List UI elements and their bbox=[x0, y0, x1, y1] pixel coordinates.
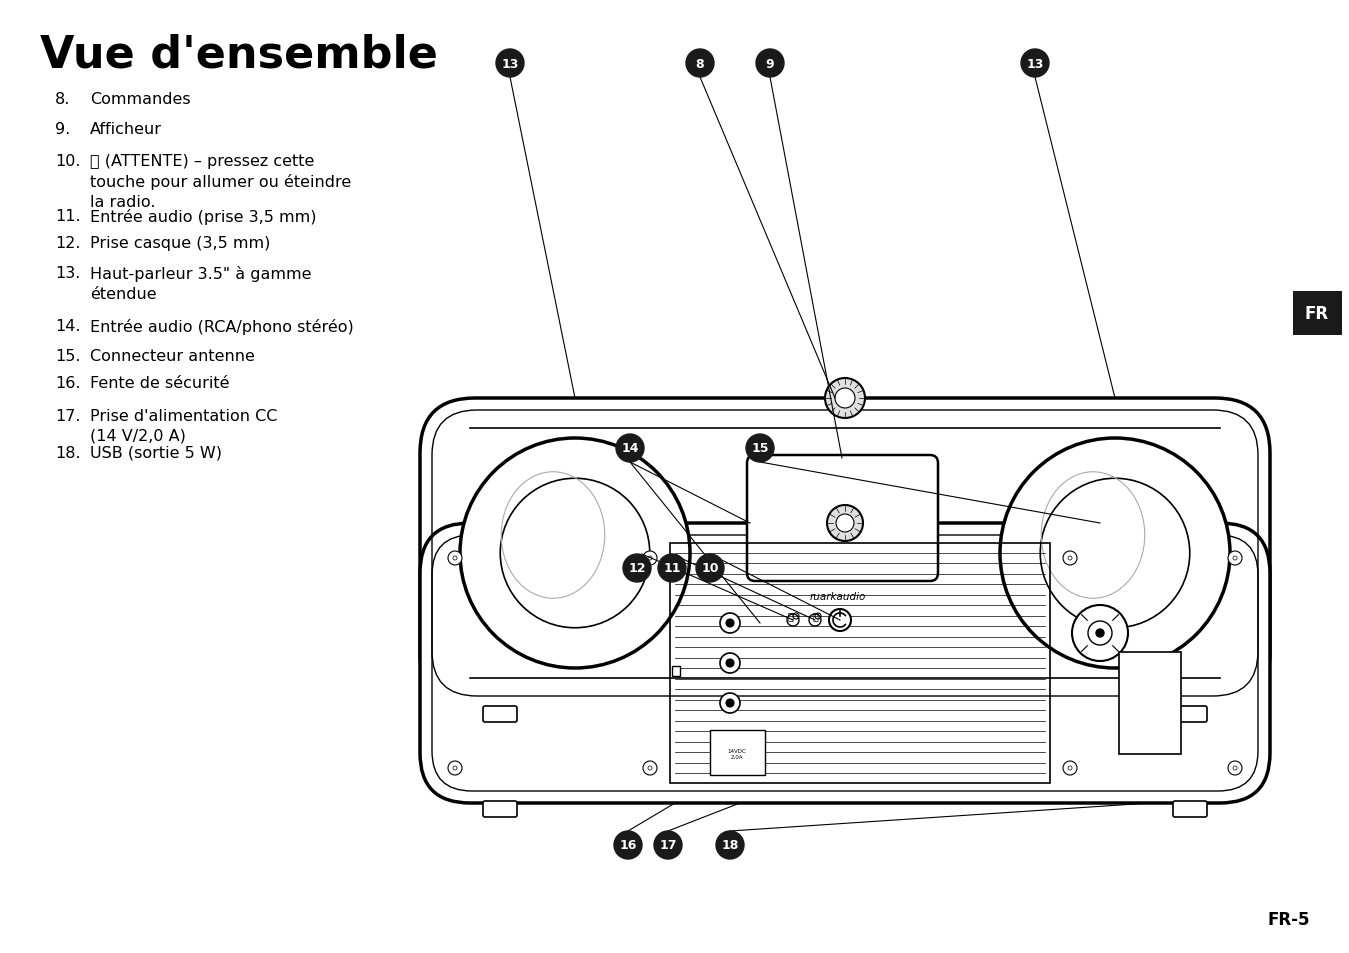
Text: 14.: 14. bbox=[55, 318, 81, 334]
Circle shape bbox=[643, 761, 657, 775]
Text: 15: 15 bbox=[751, 442, 769, 455]
Text: 18.: 18. bbox=[55, 446, 81, 460]
Circle shape bbox=[1021, 50, 1050, 78]
Circle shape bbox=[726, 659, 734, 667]
Text: 17.: 17. bbox=[55, 409, 81, 423]
Circle shape bbox=[827, 505, 863, 541]
Circle shape bbox=[1040, 478, 1190, 628]
Text: Connecteur antenne: Connecteur antenne bbox=[90, 349, 255, 364]
Text: Commandes: Commandes bbox=[90, 91, 190, 107]
Circle shape bbox=[500, 478, 650, 628]
Circle shape bbox=[726, 700, 734, 707]
Text: 9: 9 bbox=[766, 57, 774, 71]
Text: Fente de sécurité: Fente de sécurité bbox=[90, 375, 229, 391]
Circle shape bbox=[746, 435, 774, 462]
Text: FR-5: FR-5 bbox=[1268, 910, 1310, 928]
Text: FR: FR bbox=[1304, 305, 1329, 323]
Text: 🎧: 🎧 bbox=[786, 610, 793, 620]
Text: 13: 13 bbox=[502, 57, 518, 71]
FancyBboxPatch shape bbox=[483, 801, 517, 817]
Circle shape bbox=[835, 389, 855, 409]
FancyBboxPatch shape bbox=[483, 706, 517, 722]
FancyBboxPatch shape bbox=[672, 666, 680, 677]
FancyBboxPatch shape bbox=[1120, 652, 1180, 754]
Text: 11: 11 bbox=[664, 562, 681, 575]
Text: Afficheur: Afficheur bbox=[90, 122, 162, 137]
Circle shape bbox=[836, 515, 854, 533]
Circle shape bbox=[1095, 629, 1103, 638]
Circle shape bbox=[1228, 552, 1242, 565]
Text: 13: 13 bbox=[1027, 57, 1044, 71]
Circle shape bbox=[696, 555, 724, 582]
Circle shape bbox=[460, 438, 689, 668]
Text: ruarkaudio: ruarkaudio bbox=[809, 592, 866, 601]
Circle shape bbox=[720, 693, 741, 713]
FancyBboxPatch shape bbox=[1174, 801, 1207, 817]
Text: Entrée audio (prise 3,5 mm): Entrée audio (prise 3,5 mm) bbox=[90, 209, 317, 225]
Text: 17: 17 bbox=[660, 839, 677, 852]
Circle shape bbox=[830, 609, 851, 631]
Text: 10.: 10. bbox=[55, 153, 81, 169]
Text: 8.: 8. bbox=[55, 91, 70, 107]
Circle shape bbox=[496, 50, 523, 78]
Circle shape bbox=[1063, 552, 1077, 565]
FancyBboxPatch shape bbox=[1292, 292, 1342, 335]
Circle shape bbox=[1063, 761, 1077, 775]
Circle shape bbox=[623, 555, 652, 582]
Circle shape bbox=[616, 435, 643, 462]
Circle shape bbox=[687, 50, 714, 78]
Circle shape bbox=[643, 552, 657, 565]
Text: 11.: 11. bbox=[55, 209, 81, 224]
Circle shape bbox=[716, 831, 745, 859]
Text: ⏻ (ATTENTE) – pressez cette
touche pour allumer ou éteindre
la radio.: ⏻ (ATTENTE) – pressez cette touche pour … bbox=[90, 153, 351, 210]
Circle shape bbox=[654, 831, 683, 859]
FancyBboxPatch shape bbox=[710, 730, 765, 775]
Text: USB (sortie 5 W): USB (sortie 5 W) bbox=[90, 446, 223, 460]
Text: 14VDC
2,0A: 14VDC 2,0A bbox=[727, 748, 746, 759]
FancyBboxPatch shape bbox=[747, 456, 938, 581]
FancyBboxPatch shape bbox=[420, 398, 1269, 708]
Text: 16.: 16. bbox=[55, 375, 81, 391]
Text: 16: 16 bbox=[619, 839, 637, 852]
Circle shape bbox=[1089, 621, 1112, 645]
Text: 8: 8 bbox=[696, 57, 704, 71]
Text: 18: 18 bbox=[722, 839, 739, 852]
Text: Prise casque (3,5 mm): Prise casque (3,5 mm) bbox=[90, 235, 270, 251]
Circle shape bbox=[755, 50, 784, 78]
Text: Entrée audio (RCA/phono stéréo): Entrée audio (RCA/phono stéréo) bbox=[90, 318, 353, 335]
Text: 10: 10 bbox=[701, 562, 719, 575]
Circle shape bbox=[448, 761, 461, 775]
Circle shape bbox=[1000, 438, 1230, 668]
Text: 9.: 9. bbox=[55, 122, 70, 137]
Circle shape bbox=[448, 552, 461, 565]
Text: Vue d'ensemble: Vue d'ensemble bbox=[40, 34, 438, 77]
Circle shape bbox=[1228, 761, 1242, 775]
Circle shape bbox=[720, 654, 741, 673]
Text: Haut-parleur 3.5" à gamme
étendue: Haut-parleur 3.5" à gamme étendue bbox=[90, 266, 312, 301]
Circle shape bbox=[614, 831, 642, 859]
Text: 12.: 12. bbox=[55, 235, 81, 251]
Circle shape bbox=[720, 614, 741, 634]
Text: 13.: 13. bbox=[55, 266, 81, 281]
Text: Prise d'alimentation CC
(14 V/2,0 A): Prise d'alimentation CC (14 V/2,0 A) bbox=[90, 409, 278, 443]
Circle shape bbox=[1072, 605, 1128, 661]
FancyBboxPatch shape bbox=[420, 523, 1269, 803]
Text: 15.: 15. bbox=[55, 349, 81, 364]
Circle shape bbox=[826, 378, 865, 418]
Circle shape bbox=[726, 619, 734, 627]
Circle shape bbox=[658, 555, 687, 582]
FancyBboxPatch shape bbox=[1174, 706, 1207, 722]
Text: 14: 14 bbox=[622, 442, 638, 455]
Text: 🎧: 🎧 bbox=[812, 610, 817, 620]
Text: 12: 12 bbox=[629, 562, 646, 575]
